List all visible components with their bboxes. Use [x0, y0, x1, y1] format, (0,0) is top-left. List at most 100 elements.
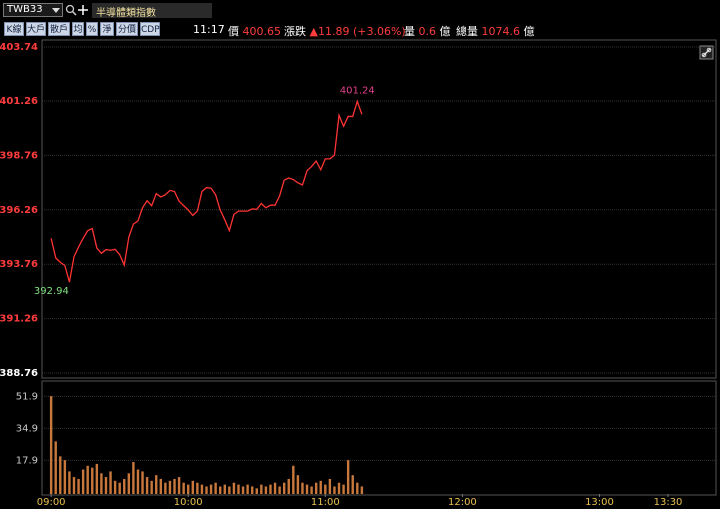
volume-bar: [314, 482, 318, 494]
volume-bar: [214, 482, 217, 494]
y-tick-label: 401.26: [0, 96, 38, 107]
volume-bar: [223, 484, 226, 494]
x-tick-label: 10:00: [174, 497, 203, 508]
volume-bar: [81, 469, 85, 494]
volume-bar: [346, 460, 350, 494]
volume-bar: [296, 475, 300, 494]
volume-bar: [351, 475, 354, 494]
volume-bar: [177, 477, 181, 494]
add-icon[interactable]: [78, 5, 88, 15]
quote-volume: 量 0.6 億: [404, 23, 451, 39]
volume-bar: [132, 462, 135, 494]
volume-bar: [282, 482, 286, 494]
y-tick-label: 391.26: [0, 314, 38, 325]
volume-bar: [310, 486, 313, 494]
volume-bar: [104, 477, 108, 494]
price-line: [50, 99, 363, 283]
volume-bar: [145, 477, 149, 494]
quote-total: 總量 1074.6 億: [456, 23, 535, 39]
tool-button[interactable]: 大戶: [26, 22, 46, 36]
quote-price: 價 400.65: [228, 23, 281, 39]
symbol-select[interactable]: TWB33: [3, 3, 63, 17]
volume-bar: [59, 456, 62, 494]
volume-bar: [324, 484, 327, 494]
volume-bar: [228, 486, 231, 494]
index-name-box: 半導體類指數: [92, 3, 212, 19]
volume-bar: [63, 460, 67, 494]
tool-button[interactable]: 淨: [100, 22, 114, 36]
tool-button[interactable]: CDP: [140, 22, 160, 36]
volume-bar: [241, 486, 245, 494]
y-tick-label: 398.76: [0, 150, 38, 161]
volume-bar: [360, 486, 364, 494]
y2-tick-label: 34.9: [16, 423, 38, 434]
high-label: 401.24: [340, 85, 375, 96]
volume-bar: [196, 482, 199, 494]
symbol: TWB33: [7, 4, 43, 15]
volume-bar: [269, 484, 272, 494]
link-icon[interactable]: [699, 45, 714, 60]
volume-bar: [255, 488, 258, 494]
volume-bar: [77, 478, 80, 494]
y-tick-label: 388.76: [0, 368, 38, 379]
volume-bar: [301, 482, 304, 494]
volume-bar: [150, 480, 153, 494]
volume-bar: [342, 484, 345, 494]
volume-bar: [109, 471, 112, 494]
volume-bar: [49, 396, 53, 494]
volume-bar: [232, 482, 236, 494]
price-panel: [41, 39, 717, 379]
value: ▲11.89 (+3.06%): [309, 25, 406, 38]
y2-tick-label: 51.9: [16, 391, 38, 402]
volume-bar: [278, 486, 281, 494]
value: 0.6: [418, 25, 437, 38]
label: 總量: [456, 25, 478, 38]
label: 漲跌: [284, 25, 306, 38]
volume-bar: [219, 486, 222, 494]
tool-button[interactable]: 均: [72, 22, 84, 36]
tool-button[interactable]: 散戶: [48, 22, 70, 36]
volume-bar: [136, 469, 140, 494]
tool-button[interactable]: K線: [4, 22, 24, 36]
time: 11:17: [193, 23, 225, 36]
volume-bar: [191, 480, 194, 494]
quote-time: 11:17: [193, 23, 225, 36]
volume-bar: [159, 478, 163, 494]
x-tick-label: 09:00: [37, 497, 66, 508]
volume-bar: [205, 486, 208, 494]
volume-bar: [292, 465, 295, 494]
dropdown-arrow: [52, 8, 60, 13]
volume-bar: [118, 482, 121, 494]
value: 1074.6: [481, 25, 521, 38]
search-icon[interactable]: [65, 4, 77, 16]
volume-bar: [155, 475, 158, 494]
volume-bar: [287, 478, 290, 494]
tool-button[interactable]: 分價: [116, 22, 138, 36]
volume-bar: [95, 463, 99, 494]
x-tick-label: 13:00: [585, 497, 614, 508]
volume-bar: [100, 473, 103, 494]
x-tick-label: 12:00: [448, 497, 477, 508]
y2-tick-label: 17.9: [16, 455, 38, 466]
y-tick-label: 403.74: [0, 42, 38, 53]
x-tick-label: 13:30: [654, 497, 683, 508]
quote-change: 漲跌 ▲11.89 (+3.06%): [284, 23, 406, 39]
unit: 億: [439, 25, 451, 38]
label: 價: [228, 25, 239, 38]
index-name: 半導體類指數: [96, 8, 156, 19]
volume-bar: [113, 480, 117, 494]
volume-panel: [41, 380, 717, 496]
volume-bar: [328, 478, 332, 494]
volume-bar: [91, 467, 94, 494]
volume-bar: [54, 441, 57, 494]
volume-bar: [250, 486, 254, 494]
unit: 億: [523, 25, 535, 38]
volume-bar: [182, 482, 185, 494]
volume-bar: [333, 486, 336, 494]
volume-bar: [168, 480, 172, 494]
volume-bar: [72, 477, 76, 494]
tool-button[interactable]: %: [86, 22, 98, 36]
low-label: 392.94: [34, 286, 69, 297]
